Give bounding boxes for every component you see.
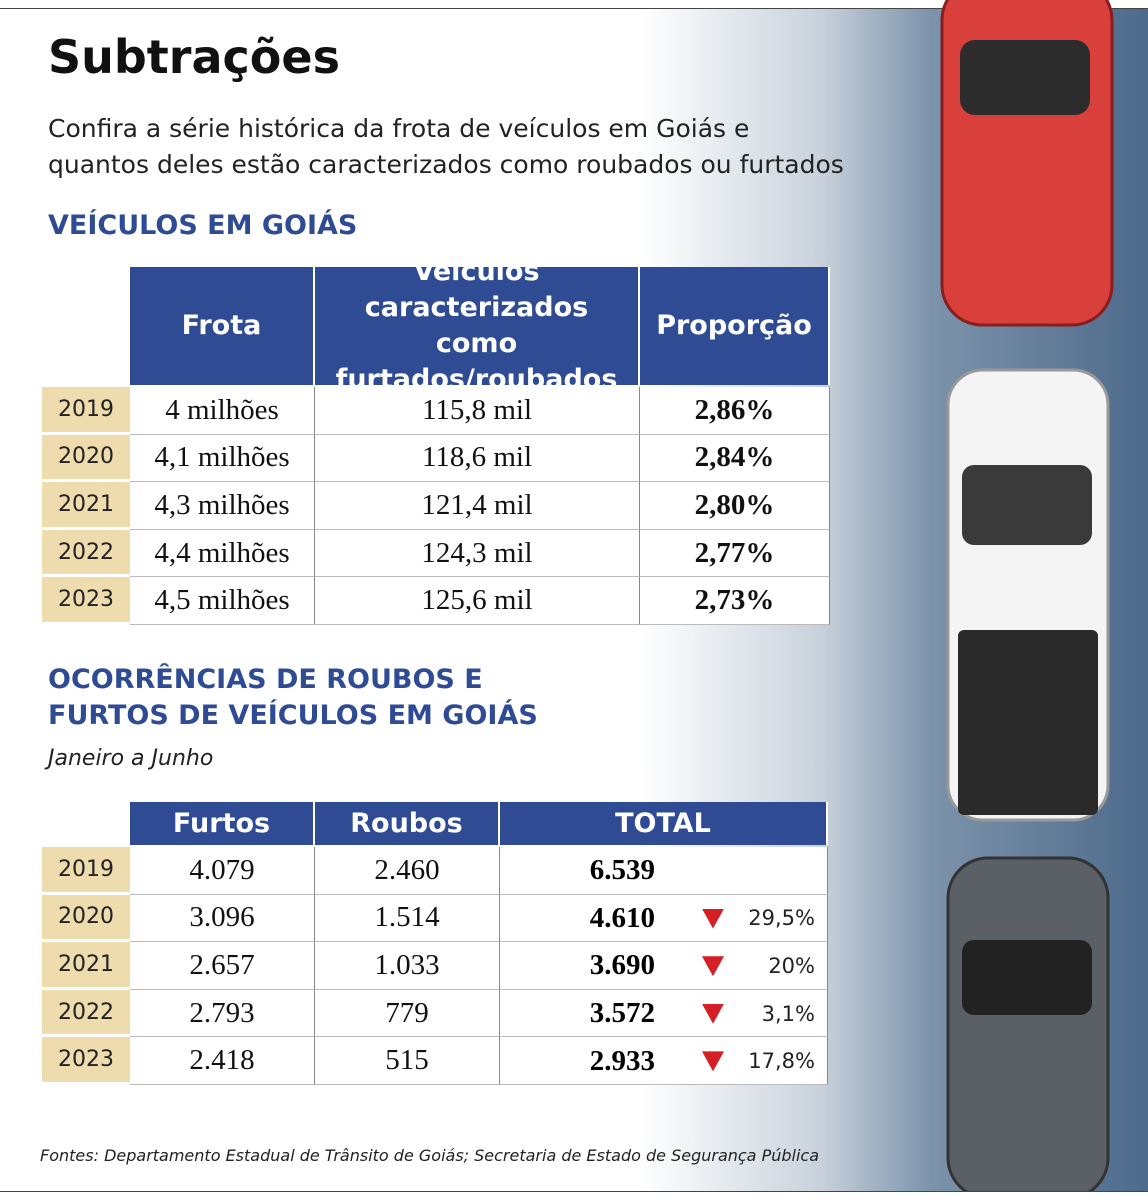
column-header: Roubos (315, 802, 500, 845)
top-rule (0, 8, 1148, 9)
year-cell: 2019 (42, 387, 130, 435)
table-cell: 115,8 mil (315, 387, 640, 435)
column-header: Furtos (130, 802, 315, 845)
table-cell (500, 989, 828, 1038)
table-cell: 2.793 (130, 989, 315, 1038)
change-value: 29,5% (748, 906, 815, 931)
column-header: Proporção (640, 267, 830, 385)
subtitle: quantos deles estão caracterizados como … (48, 150, 844, 179)
table-cell: 515 (315, 1037, 500, 1085)
table-cell: 2,86% (640, 387, 830, 435)
table-cell: 779 (315, 989, 500, 1038)
change-value: 20% (768, 953, 815, 978)
total-value: 6.539 (589, 854, 655, 887)
table-cell: 124,3 mil (315, 529, 640, 578)
title: Subtrações (48, 30, 340, 84)
year-cell: 2021 (42, 942, 130, 990)
change-value: 17,8% (748, 1049, 815, 1074)
total-value: 3.572 (589, 997, 655, 1030)
table-cell: 4.079 (130, 847, 315, 895)
section-title: OCORRÊNCIAS DE ROUBOS E (48, 664, 483, 695)
year-cell: 2021 (42, 482, 130, 530)
bottom-rule (0, 1191, 1148, 1192)
year-cell: 2019 (42, 847, 130, 895)
table-cell: 2.460 (315, 847, 500, 895)
table-cell: 4,1 milhões (130, 434, 315, 483)
column-header: TOTAL (500, 802, 828, 845)
year-cell: 2022 (42, 529, 130, 578)
year-cell: 2020 (42, 894, 130, 943)
table-cell: 2,77% (640, 529, 830, 578)
table-cell: 1.033 (315, 942, 500, 990)
source: Fontes: Departamento Estadual de Trânsit… (40, 1146, 820, 1165)
total-value: 3.690 (589, 949, 655, 982)
table-cell: 4,4 milhões (130, 529, 315, 578)
column-header: Veículos caracterizados como furtados/ro… (315, 256, 640, 395)
table-cell (500, 894, 828, 943)
total-value: 4.610 (589, 901, 655, 934)
table-cell: 4,3 milhões (130, 482, 315, 530)
table-cell: 4,5 milhões (130, 577, 315, 625)
section-title: FURTOS DE VEÍCULOS EM GOIÁS (48, 700, 538, 731)
year-cell: 2023 (42, 1037, 130, 1085)
year-cell: 2020 (42, 434, 130, 483)
table-cell: 3.096 (130, 894, 315, 943)
table-cell: 2.657 (130, 942, 315, 990)
year-cell: 2023 (42, 577, 130, 625)
table-cell (500, 942, 828, 990)
table-cell: 1.514 (315, 894, 500, 943)
table-cell: 2.418 (130, 1037, 315, 1085)
subtitle: Confira a série histórica da frota de ve… (48, 114, 750, 143)
table-cell: 4 milhões (130, 387, 315, 435)
table-cell: 2,73% (640, 577, 830, 625)
table-cell: 121,4 mil (315, 482, 640, 530)
section-title: VEÍCULOS EM GOIÁS (48, 210, 358, 241)
table-cell (500, 1037, 828, 1085)
year-cell: 2022 (42, 989, 130, 1038)
table-cell: 125,6 mil (315, 577, 640, 625)
total-value: 2.933 (589, 1044, 655, 1077)
table-cell: 118,6 mil (315, 434, 640, 483)
car-illustrations (940, 0, 1114, 1191)
table-cell: 2,80% (640, 482, 830, 530)
table-cell (500, 847, 828, 895)
table-cell: 2,84% (640, 434, 830, 483)
change-value: 3,1% (761, 1001, 815, 1026)
column-header: Frota (130, 267, 315, 385)
note: Janeiro a Junho (48, 746, 214, 771)
